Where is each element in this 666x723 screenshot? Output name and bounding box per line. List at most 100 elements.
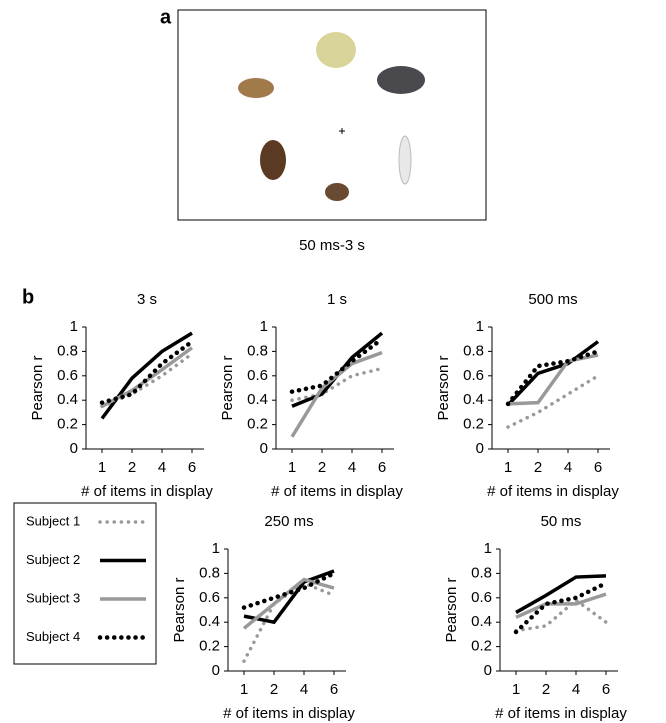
chart-title: 3 s [137,291,157,308]
y-tick-label: 0.2 [57,416,78,433]
legend-label: Subject 2 [26,552,80,567]
y-tick-label: 0.2 [471,638,492,655]
series-line [242,577,335,630]
x-tick-label: 2 [270,681,278,698]
y-tick-label: 0.6 [57,367,78,384]
series-line [100,331,193,420]
y-tick-label: 0.6 [199,589,220,606]
chart-title: 500 ms [528,291,577,308]
y-tick-label: 0.4 [471,613,492,630]
x-tick-label: 6 [602,681,610,698]
x-tick-label: 1 [504,459,512,476]
y-tick-label: 0.8 [247,342,268,359]
legend [13,502,157,665]
legend-label: Subject 4 [26,629,80,644]
y-tick-label: 0.6 [463,367,484,384]
x-tick-label: 2 [542,681,550,698]
legend-label: Subject 3 [26,590,80,605]
y-tick-label: 0.8 [199,564,220,581]
x-tick-label: 4 [572,681,580,698]
series-line [505,349,601,407]
dog [260,140,286,180]
y-tick-label: 0.6 [471,589,492,606]
frog [316,32,356,68]
series-line [507,353,599,406]
y-tick-label: 1 [484,540,492,557]
x-axis-label: # of items in display [495,705,627,722]
series-line [514,598,608,633]
y-axis-label: Pearson r [435,355,452,420]
y-tick-label: 0 [484,662,492,679]
panel-label: b [22,286,34,308]
x-tick-label: 4 [564,459,572,476]
y-tick-label: 0.4 [199,613,220,630]
series-line [242,581,336,663]
x-tick-label: 2 [318,459,326,476]
x-tick-label: 1 [512,681,520,698]
y-tick-label: 0.2 [463,416,484,433]
y-tick-label: 0 [70,440,78,457]
series-line [290,350,383,438]
y-tick-label: 0.4 [247,391,268,408]
x-tick-label: 1 [240,681,248,698]
x-tick-label: 1 [288,459,296,476]
y-tick-label: 1 [260,318,268,335]
y-tick-label: 0.8 [57,342,78,359]
y-tick-label: 0 [476,440,484,457]
y-tick-label: 0.8 [463,342,484,359]
x-tick-label: 2 [128,459,136,476]
x-axis-label: # of items in display [223,705,355,722]
panel-label: a [160,6,172,28]
stimulus-images [238,32,425,201]
x-tick-label: 2 [534,459,542,476]
series-line [291,331,384,408]
x-axis-label: # of items in display [271,483,403,500]
y-tick-label: 0 [212,662,220,679]
legend-label: Subject 1 [26,513,80,528]
x-tick-label: 4 [348,459,356,476]
y-tick-label: 1 [70,318,78,335]
series-line [515,592,607,619]
chart-title: 250 ms [264,513,313,530]
series-line [290,366,384,402]
chart-title: 50 ms [541,513,582,530]
series-line [99,339,195,405]
y-axis-label: Pearson r [29,355,46,420]
y-tick-label: 0.2 [247,416,268,433]
series-line [506,340,600,407]
y-tick-label: 0.8 [471,564,492,581]
x-tick-label: 1 [98,459,106,476]
x-tick-label: 4 [158,459,166,476]
x-tick-label: 6 [330,681,338,698]
x-axis-label: # of items in display [487,483,619,500]
y-tick-label: 0.4 [57,391,78,408]
series-line [241,571,337,610]
y-tick-label: 0.6 [247,367,268,384]
x-tick-label: 4 [300,681,308,698]
cuttlefish [238,78,274,98]
series-line [243,569,335,625]
x-tick-label: 6 [188,459,196,476]
y-tick-label: 1 [212,540,220,557]
x-tick-label: 6 [594,459,602,476]
y-tick-label: 0.2 [199,638,220,655]
x-tick-label: 6 [378,459,386,476]
chart-title: 1 s [327,291,347,308]
x-axis-label: # of items in display [81,483,213,500]
series-line [289,336,385,394]
y-tick-label: 0.4 [463,391,484,408]
y-axis-label: Pearson r [171,577,188,642]
y-axis-label: Pearson r [443,577,460,642]
bowling-pin [398,135,412,185]
series-line [513,580,609,635]
y-tick-label: 0 [260,440,268,457]
spider [325,183,349,201]
series-line [506,374,600,429]
y-axis-label: Pearson r [219,355,236,420]
series-line [515,574,607,614]
y-tick-label: 1 [476,318,484,335]
series-line [100,352,194,409]
caption: 50 ms-3 s [299,237,365,254]
